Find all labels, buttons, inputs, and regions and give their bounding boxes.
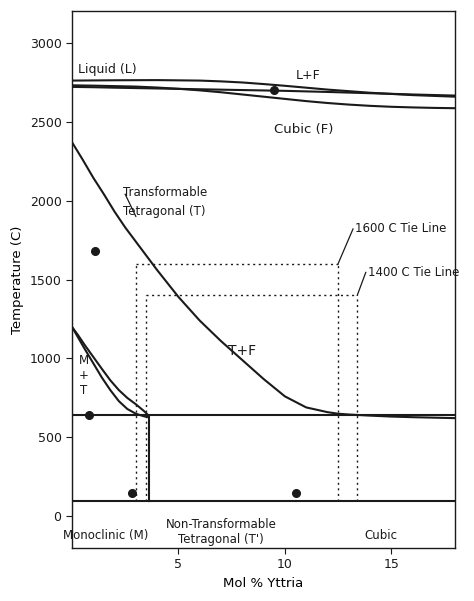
Text: Non-Transformable
Tetragonal (T'): Non-Transformable Tetragonal (T') — [165, 518, 276, 546]
Text: L+F: L+F — [295, 69, 320, 82]
Text: T+F: T+F — [228, 344, 256, 358]
Text: Liquid (L): Liquid (L) — [78, 63, 137, 76]
Text: M
+
T: M + T — [79, 355, 89, 397]
Text: Cubic: Cubic — [364, 529, 397, 542]
Text: Cubic (F): Cubic (F) — [274, 123, 334, 136]
Text: 1400 C Tie Line: 1400 C Tie Line — [368, 266, 459, 279]
Y-axis label: Temperature (C): Temperature (C) — [11, 225, 24, 334]
Text: Transformable: Transformable — [123, 186, 207, 199]
X-axis label: Mol % Yttria: Mol % Yttria — [223, 577, 304, 590]
Text: Tetragonal (T): Tetragonal (T) — [123, 205, 206, 218]
Text: Monoclinic (M): Monoclinic (M) — [64, 529, 149, 542]
Text: 1600 C Tie Line: 1600 C Tie Line — [355, 222, 447, 236]
